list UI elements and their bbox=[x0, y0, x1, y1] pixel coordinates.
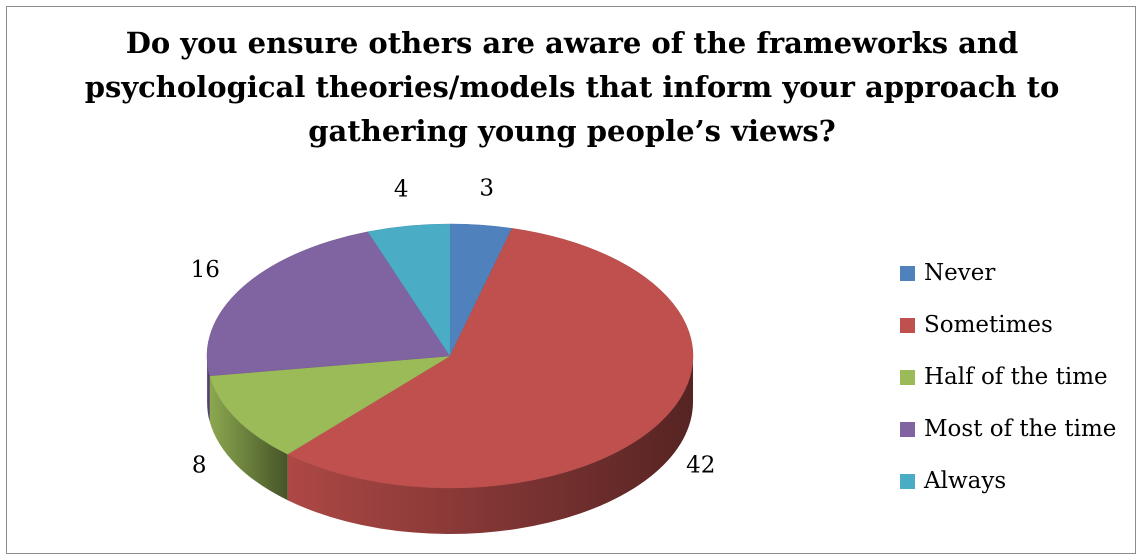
legend-label-never: Never bbox=[924, 260, 996, 286]
legend-label-half-of-the-time: Half of the time bbox=[924, 364, 1108, 390]
legend-item-sometimes: Sometimes bbox=[900, 299, 1116, 351]
chart-title: Do you ensure others are aware of the fr… bbox=[7, 21, 1137, 153]
legend: Never Sometimes Half of the time Most of… bbox=[900, 247, 1116, 507]
chart-title-line-2: psychological theories/models that infor… bbox=[84, 70, 1060, 104]
chart-title-line-1: Do you ensure others are aware of the fr… bbox=[125, 26, 1019, 60]
legend-swatch-always bbox=[900, 473, 915, 489]
pie-slice-sometimes bbox=[287, 228, 694, 489]
chart-area: Do you ensure others are aware of the fr… bbox=[6, 6, 1136, 554]
pie-slice-half-of-the-time bbox=[209, 355, 451, 455]
data-label-half-of-the-time: 8 bbox=[192, 452, 207, 478]
data-label-always: 4 bbox=[394, 177, 409, 203]
legend-swatch-half-of-the-time bbox=[900, 369, 915, 385]
pie-slice-most-of-the-time bbox=[206, 231, 451, 377]
legend-item-always: Always bbox=[900, 455, 1116, 507]
legend-label-always: Always bbox=[924, 468, 1007, 494]
data-label-never: 3 bbox=[479, 175, 494, 201]
data-label-sometimes: 42 bbox=[686, 452, 715, 478]
legend-swatch-never bbox=[900, 265, 915, 281]
pie-chart: 3 42 8 16 4 bbox=[191, 175, 715, 534]
legend-item-most-of-the-time: Most of the time bbox=[900, 403, 1116, 455]
data-label-most-of-the-time: 16 bbox=[191, 257, 220, 283]
pie-side-half-of-the-time bbox=[209, 375, 288, 501]
pie-side-sometimes bbox=[287, 356, 693, 534]
legend-label-most-of-the-time: Most of the time bbox=[924, 416, 1117, 442]
legend-swatch-sometimes bbox=[900, 317, 915, 333]
chart-title-line-3: gathering young people’s views? bbox=[308, 114, 836, 148]
legend-item-never: Never bbox=[900, 247, 1116, 299]
legend-swatch-most-of-the-time bbox=[900, 421, 915, 437]
pie-side-walls bbox=[207, 356, 693, 534]
pie-slice-always bbox=[367, 223, 451, 357]
legend-item-half-of-the-time: Half of the time bbox=[900, 351, 1116, 403]
legend-label-sometimes: Sometimes bbox=[924, 312, 1053, 338]
pie-side-most-of-the-time bbox=[207, 356, 210, 422]
